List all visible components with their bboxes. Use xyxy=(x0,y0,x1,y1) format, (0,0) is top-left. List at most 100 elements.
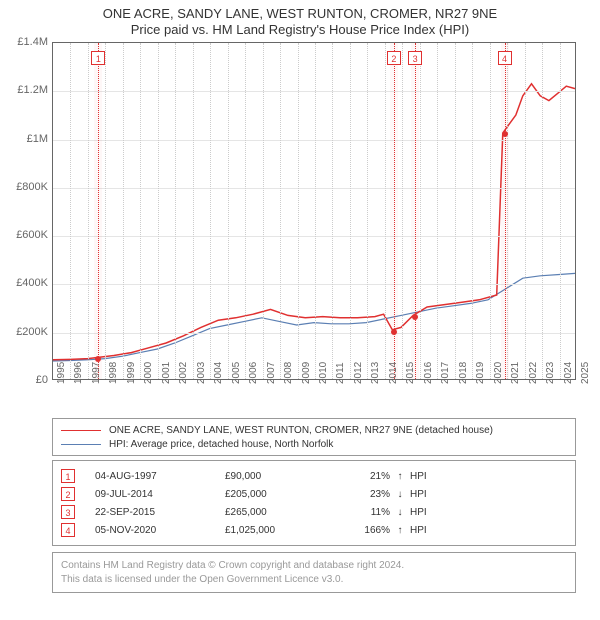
x-gridline xyxy=(385,43,386,379)
x-gridline xyxy=(193,43,194,379)
sale-point xyxy=(502,131,508,137)
x-tick-label: 1998 xyxy=(108,362,119,384)
transaction-suffix: HPI xyxy=(410,489,427,500)
transaction-price: £205,000 xyxy=(225,489,335,500)
x-tick-label: 2007 xyxy=(266,362,277,384)
y-gridline xyxy=(53,188,575,189)
x-tick-label: 2002 xyxy=(178,362,189,384)
x-tick-label: 2003 xyxy=(196,362,207,384)
series-property xyxy=(53,84,575,360)
x-gridline xyxy=(175,43,176,379)
y-tick-label: £1M xyxy=(2,133,48,145)
y-tick-label: £1.2M xyxy=(2,84,48,96)
x-tick-label: 2004 xyxy=(213,362,224,384)
y-tick-label: £400K xyxy=(2,277,48,289)
x-tick-label: 2019 xyxy=(475,362,486,384)
chart-title-line2: Price paid vs. HM Land Registry's House … xyxy=(0,22,600,37)
x-tick-label: 2008 xyxy=(283,362,294,384)
x-gridline xyxy=(158,43,159,379)
x-tick-label: 2023 xyxy=(545,362,556,384)
transaction-row-marker: 2 xyxy=(61,487,75,501)
x-gridline xyxy=(88,43,89,379)
x-tick-label: 2009 xyxy=(301,362,312,384)
y-gridline xyxy=(53,236,575,237)
transaction-row-marker: 1 xyxy=(61,469,75,483)
x-gridline xyxy=(332,43,333,379)
x-tick-label: 2001 xyxy=(161,362,172,384)
x-gridline xyxy=(210,43,211,379)
x-gridline xyxy=(490,43,491,379)
x-tick-label: 2021 xyxy=(510,362,521,384)
transaction-price: £1,025,000 xyxy=(225,525,335,536)
x-tick-label: 2025 xyxy=(580,362,591,384)
transaction-pct: 23% xyxy=(335,489,390,500)
x-gridline xyxy=(402,43,403,379)
x-gridline xyxy=(525,43,526,379)
transaction-vline xyxy=(98,43,99,379)
x-gridline xyxy=(420,43,421,379)
transaction-arrow-icon: ↑ xyxy=(394,471,406,482)
transaction-vline xyxy=(505,43,506,379)
y-tick-label: £200K xyxy=(2,326,48,338)
x-tick-label: 2020 xyxy=(493,362,504,384)
x-tick-label: 2013 xyxy=(370,362,381,384)
y-gridline xyxy=(53,284,575,285)
transaction-vline xyxy=(415,43,416,379)
x-tick-label: 2006 xyxy=(248,362,259,384)
x-gridline xyxy=(542,43,543,379)
x-tick-label: 2010 xyxy=(318,362,329,384)
x-gridline xyxy=(350,43,351,379)
transaction-pct: 11% xyxy=(335,507,390,518)
transaction-marker: 3 xyxy=(408,51,422,65)
x-tick-label: 2017 xyxy=(440,362,451,384)
x-tick-label: 2015 xyxy=(405,362,416,384)
y-tick-label: £600K xyxy=(2,229,48,241)
transaction-pct: 166% xyxy=(335,525,390,536)
y-gridline xyxy=(53,140,575,141)
x-gridline xyxy=(298,43,299,379)
transaction-suffix: HPI xyxy=(410,507,427,518)
x-tick-label: 2022 xyxy=(528,362,539,384)
x-gridline xyxy=(280,43,281,379)
transaction-suffix: HPI xyxy=(410,471,427,482)
x-gridline xyxy=(437,43,438,379)
chart-lines-svg xyxy=(53,43,575,379)
chart-title-line1: ONE ACRE, SANDY LANE, WEST RUNTON, CROME… xyxy=(0,6,600,21)
transaction-row: 1 04-AUG-1997£90,00021% ↑ HPI xyxy=(61,467,567,485)
transaction-row: 322-SEP-2015£265,00011%↓HPI xyxy=(61,503,567,521)
transaction-date: 05-NOV-2020 xyxy=(95,525,225,536)
legend: ONE ACRE, SANDY LANE, WEST RUNTON, CROME… xyxy=(52,418,576,456)
legend-swatch-hpi xyxy=(61,444,101,445)
footer-line2: This data is licensed under the Open Gov… xyxy=(61,573,567,587)
x-gridline xyxy=(123,43,124,379)
y-tick-label: £800K xyxy=(2,181,48,193)
legend-label-property: ONE ACRE, SANDY LANE, WEST RUNTON, CROME… xyxy=(109,425,493,436)
x-tick-label: 2014 xyxy=(388,362,399,384)
transaction-arrow-icon: ↓ xyxy=(394,489,406,500)
transaction-date: 22-SEP-2015 xyxy=(95,507,225,518)
x-tick-label: 2005 xyxy=(231,362,242,384)
x-gridline xyxy=(105,43,106,379)
x-gridline xyxy=(560,43,561,379)
footer-line1: Contains HM Land Registry data © Crown c… xyxy=(61,559,567,573)
transaction-price: £90,000 xyxy=(225,471,335,482)
transaction-marker: 1 xyxy=(91,51,105,65)
x-gridline xyxy=(245,43,246,379)
x-tick-label: 2016 xyxy=(423,362,434,384)
x-tick-label: 2024 xyxy=(563,362,574,384)
legend-swatch-property xyxy=(61,430,101,431)
transaction-pct: 21% xyxy=(335,471,390,482)
x-gridline xyxy=(263,43,264,379)
x-gridline xyxy=(367,43,368,379)
sale-point xyxy=(412,314,418,320)
x-tick-label: 1995 xyxy=(56,362,67,384)
x-tick-label: 2011 xyxy=(335,362,346,384)
transaction-date: 09-JUL-2014 xyxy=(95,489,225,500)
x-gridline xyxy=(472,43,473,379)
x-tick-label: 2000 xyxy=(143,362,154,384)
legend-label-hpi: HPI: Average price, detached house, Nort… xyxy=(109,439,333,450)
y-tick-label: £1.4M xyxy=(2,36,48,48)
transaction-date: 04-AUG-1997 xyxy=(95,471,225,482)
x-tick-label: 2018 xyxy=(458,362,469,384)
transactions-table: 1 04-AUG-1997£90,00021% ↑ HPI 2 09-JUL-2014£2… xyxy=(52,460,576,546)
